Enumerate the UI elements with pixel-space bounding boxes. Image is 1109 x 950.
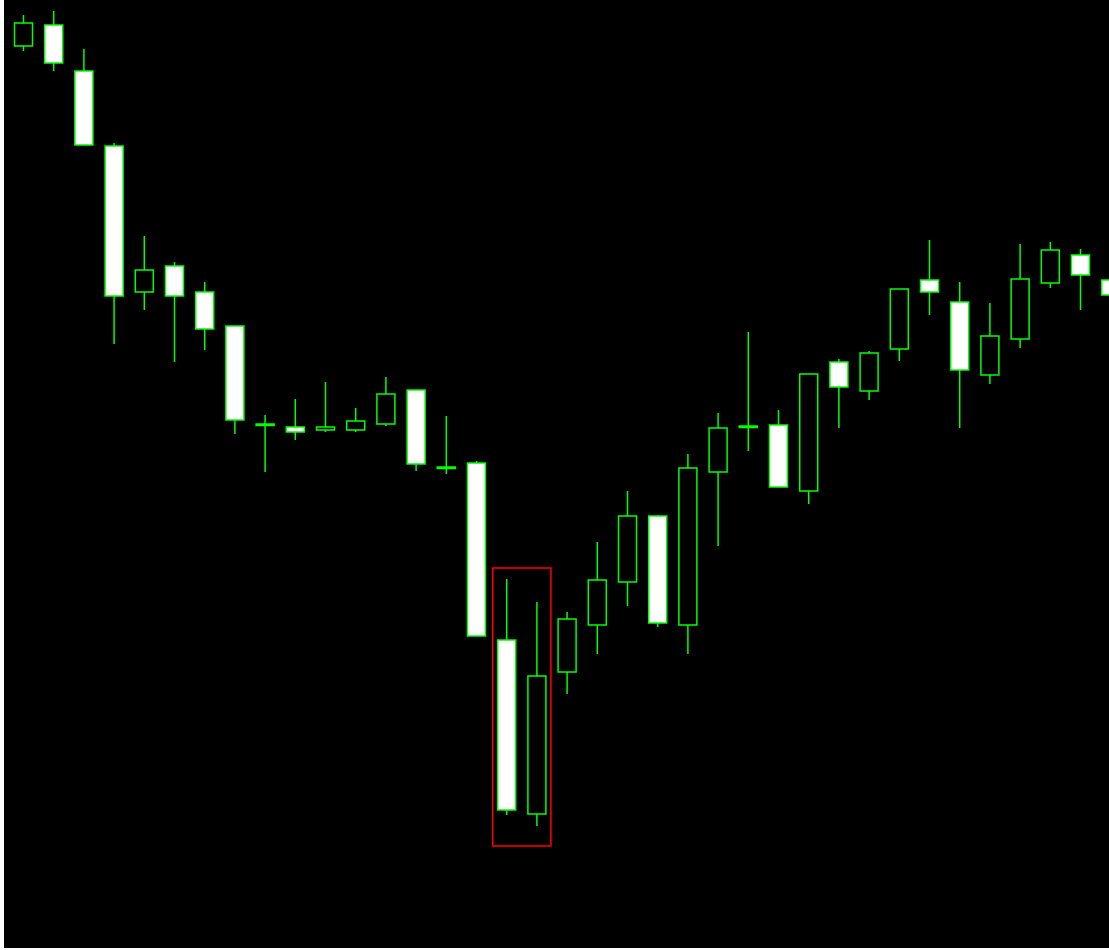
candle-2: [43, 11, 64, 71]
candle-1: [13, 15, 34, 51]
bullish-candle-body: [13, 22, 34, 47]
candle-7: [194, 282, 215, 350]
bearish-candle-body: [768, 424, 789, 488]
bearish-candle-body: [43, 24, 64, 64]
bearish-candle-body: [104, 145, 124, 297]
bullish-candle-body: [345, 420, 366, 431]
bullish-candle-body: [859, 352, 879, 392]
bullish-candle-body: [134, 269, 155, 293]
candle-25: [738, 332, 759, 451]
candle-16: [466, 461, 487, 637]
bullish-candle-body: [708, 427, 728, 473]
candle-30: [889, 288, 910, 361]
candle-27: [798, 373, 819, 504]
bearish-candle-body: [74, 70, 94, 146]
candle-9: [255, 415, 275, 472]
bearish-candle-body: [496, 639, 517, 811]
bearish-candle-body: [406, 389, 426, 465]
chart-background: [4, 0, 1109, 948]
bearish-candle-body: [919, 279, 940, 293]
candle-26: [768, 410, 789, 488]
bullish-candle-body: [315, 426, 336, 431]
bullish-candle-body: [1010, 278, 1030, 340]
candle-24: [708, 413, 728, 546]
bearish-candle-body: [255, 423, 275, 427]
candle-13: [376, 377, 396, 426]
bearish-candle-body: [829, 361, 849, 388]
candle-35: [1040, 242, 1061, 288]
candle-33: [980, 303, 1000, 384]
candles-layer: [13, 11, 1109, 826]
bullish-candle-body: [617, 515, 638, 583]
bearish-candle-body: [738, 425, 759, 429]
candle-11: [315, 382, 336, 432]
bullish-candle-body: [587, 579, 608, 626]
bearish-candle-body: [164, 265, 185, 297]
candle-23: [678, 454, 698, 654]
bullish-candle-body: [980, 335, 1000, 376]
candle-17: [496, 579, 517, 815]
candle-29: [859, 351, 879, 400]
bullish-candle-body: [527, 675, 547, 815]
bearish-candle-body: [225, 325, 245, 421]
bearish-candle-body: [949, 301, 970, 371]
candle-36: [1070, 249, 1091, 310]
bullish-candle-body: [678, 467, 698, 626]
candle-34: [1010, 244, 1030, 348]
candle-8: [225, 325, 245, 434]
candle-6: [164, 262, 185, 362]
bearish-candle-body: [436, 466, 457, 470]
bearish-candle-body: [1100, 279, 1109, 296]
candle-28: [829, 359, 849, 428]
candle-21: [617, 491, 638, 606]
candle-4: [104, 143, 124, 344]
candle-5: [134, 236, 155, 310]
candle-3: [74, 49, 94, 146]
candle-14: [406, 389, 426, 471]
bullish-candle-body: [889, 288, 910, 350]
bullish-candle-body: [557, 618, 577, 673]
candle-22: [647, 515, 668, 627]
candle-15: [436, 416, 457, 474]
candle-18: [527, 602, 547, 826]
bearish-candle-body: [1070, 254, 1091, 276]
candle-20: [587, 542, 608, 654]
candle-12: [345, 408, 366, 432]
bearish-candle-body: [194, 291, 215, 330]
bullish-candle-body: [376, 393, 396, 425]
bearish-candle-body: [285, 426, 306, 433]
candle-10: [285, 399, 306, 440]
bearish-candle-body: [647, 515, 668, 624]
bullish-candle-body: [798, 373, 819, 492]
bullish-candle-body: [1040, 249, 1061, 284]
highlight-box: [491, 567, 552, 847]
highlight-layer: [491, 567, 552, 847]
candle-19: [557, 612, 577, 694]
candle-32: [949, 282, 970, 428]
bearish-candle-body: [466, 462, 487, 637]
candle-37: [1100, 279, 1109, 296]
candle-31: [919, 240, 940, 315]
